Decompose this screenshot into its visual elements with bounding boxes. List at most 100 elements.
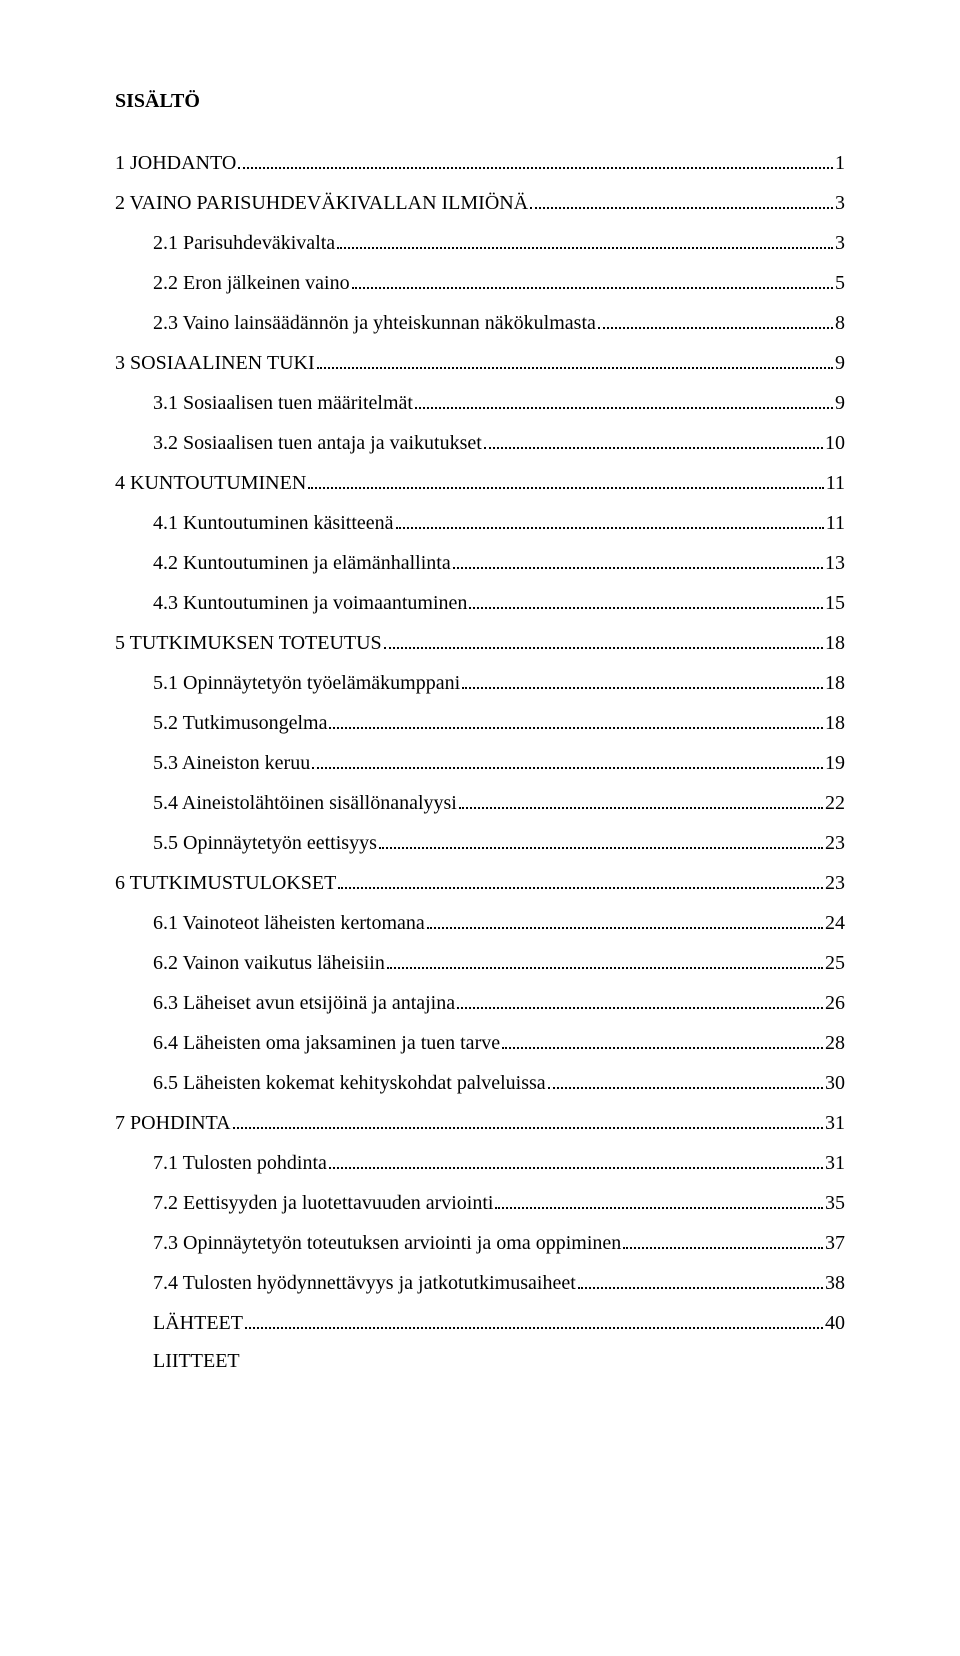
toc-label: LIITTEET [153, 1351, 240, 1371]
toc-page-number: 31 [825, 1113, 845, 1133]
toc-leader [329, 1151, 823, 1169]
toc-entry: 5.2 Tutkimusongelma18 [115, 711, 845, 733]
toc-leader [502, 1031, 823, 1049]
toc-entry: 7.3 Opinnäytetyön toteutuksen arviointi … [115, 1231, 845, 1253]
toc-leader [495, 1191, 823, 1209]
toc-page-number: 5 [835, 273, 845, 293]
toc-entry: 6.1 Vainoteot läheisten kertomana 24 [115, 911, 845, 933]
toc-list: 1 JOHDANTO1 2 VAINO PARISUHDEVÄKIVALLAN I… [115, 151, 845, 1371]
toc-title: SISÄLTÖ [115, 90, 845, 113]
toc-page-number: 40 [825, 1313, 845, 1333]
toc-label: 5.5 Opinnäytetyön eettisyys [153, 833, 377, 853]
toc-label: 5.1 Opinnäytetyön työelämäkumppani [153, 673, 460, 693]
toc-label: 7.4 Tulosten hyödynnettävyys ja jatkotut… [153, 1273, 576, 1293]
toc-page-number: 19 [825, 753, 845, 773]
toc-leader [352, 271, 833, 289]
toc-page-number: 3 [835, 233, 845, 253]
toc-label: 4.2 Kuntoutuminen ja elämänhallinta [153, 553, 451, 573]
toc-label: 2 VAINO PARISUHDEVÄKIVALLAN ILMIÖNÄ [115, 193, 528, 213]
toc-entry: 6.3 Läheiset avun etsijöinä ja antajina 2… [115, 991, 845, 1013]
toc-label: 6 TUTKIMUSTULOKSET [115, 873, 336, 893]
toc-leader [578, 1271, 823, 1289]
toc-leader [427, 911, 823, 929]
toc-label: 1 JOHDANTO [115, 153, 236, 173]
toc-leader [459, 791, 823, 809]
toc-label: 7 POHDINTA [115, 1113, 231, 1133]
toc-leader [338, 871, 823, 889]
toc-leader [238, 151, 833, 169]
toc-entry: 3.2 Sosiaalisen tuen antaja ja vaikutuks… [115, 431, 845, 453]
toc-label: 5 TUTKIMUKSEN TOTEUTUS [115, 633, 382, 653]
toc-entry: 7.2 Eettisyyden ja luotettavuuden arvioi… [115, 1191, 845, 1213]
toc-label: 7.2 Eettisyyden ja luotettavuuden arvioi… [153, 1193, 493, 1213]
toc-entry: 6 TUTKIMUSTULOKSET 23 [115, 871, 845, 893]
toc-leader [308, 471, 823, 489]
toc-leader [462, 671, 823, 689]
toc-page-number: 30 [825, 1073, 845, 1093]
toc-leader [379, 831, 823, 849]
toc-label: 6.1 Vainoteot läheisten kertomana [153, 913, 425, 933]
toc-page-number: 38 [825, 1273, 845, 1293]
toc-leader [453, 551, 823, 569]
toc-label: 6.3 Läheiset avun etsijöinä ja antajina [153, 993, 455, 1013]
toc-entry: 1 JOHDANTO1 [115, 151, 845, 173]
toc-page-number: 11 [826, 473, 845, 493]
toc-page-number: 3 [835, 193, 845, 213]
toc-entry: 4.3 Kuntoutuminen ja voimaantuminen15 [115, 591, 845, 613]
toc-leader [623, 1231, 823, 1249]
toc-label: 3 SOSIAALINEN TUKI [115, 353, 315, 373]
toc-page-number: 10 [825, 433, 845, 453]
toc-label: 5.4 Aineistolähtöinen sisällönanalyysi [153, 793, 457, 813]
toc-page-number: 18 [825, 713, 845, 733]
toc-page-number: 22 [825, 793, 845, 813]
toc-leader [233, 1111, 823, 1129]
toc-page-number: 24 [825, 913, 845, 933]
toc-label: 4.1 Kuntoutuminen käsitteenä [153, 513, 394, 533]
toc-label: 2.3 Vaino lainsäädännön ja yhteiskunnan … [153, 313, 596, 333]
toc-page-number: 18 [825, 673, 845, 693]
toc-entry: 7.4 Tulosten hyödynnettävyys ja jatkotut… [115, 1271, 845, 1293]
toc-leader [457, 991, 823, 1009]
toc-leader [317, 351, 833, 369]
toc-label: 6.2 Vainon vaikutus läheisiin [153, 953, 385, 973]
toc-leader [530, 191, 833, 209]
toc-label: 3.1 Sosiaalisen tuen määritelmät [153, 393, 413, 413]
toc-label: 7.1 Tulosten pohdinta [153, 1153, 327, 1173]
toc-entry: 3.1 Sosiaalisen tuen määritelmät 9 [115, 391, 845, 413]
toc-page-number: 23 [825, 873, 845, 893]
toc-entry: 7 POHDINTA 31 [115, 1111, 845, 1133]
toc-page-number: 13 [825, 553, 845, 573]
toc-entry: 5.4 Aineistolähtöinen sisällönanalyysi 22 [115, 791, 845, 813]
page: SISÄLTÖ 1 JOHDANTO1 2 VAINO PARISUHDEVÄKI… [0, 0, 960, 1449]
toc-entry: LIITTEET [115, 1351, 845, 1371]
toc-entry: 5.3 Aineiston keruu 19 [115, 751, 845, 773]
toc-page-number: 18 [825, 633, 845, 653]
toc-page-number: 26 [825, 993, 845, 1013]
toc-entry: 6.5 Läheisten kokemat kehityskohdat palv… [115, 1071, 845, 1093]
toc-entry: 2.2 Eron jälkeinen vaino5 [115, 271, 845, 293]
toc-label: 6.4 Läheisten oma jaksaminen ja tuen tar… [153, 1033, 500, 1053]
toc-leader [415, 391, 833, 409]
toc-page-number: 35 [825, 1193, 845, 1213]
toc-page-number: 8 [835, 313, 845, 333]
toc-page-number: 31 [825, 1153, 845, 1173]
toc-page-number: 15 [825, 593, 845, 613]
toc-page-number: 25 [825, 953, 845, 973]
toc-entry: 5.1 Opinnäytetyön työelämäkumppani 18 [115, 671, 845, 693]
toc-leader [245, 1311, 823, 1329]
toc-entry: 3 SOSIAALINEN TUKI9 [115, 351, 845, 373]
toc-page-number: 11 [826, 513, 845, 533]
toc-page-number: 9 [835, 393, 845, 413]
toc-label: LÄHTEET [153, 1313, 243, 1333]
toc-leader [384, 631, 823, 649]
toc-page-number: 28 [825, 1033, 845, 1053]
toc-leader [396, 511, 824, 529]
toc-entry: 4 KUNTOUTUMINEN11 [115, 471, 845, 493]
toc-page-number: 37 [825, 1233, 845, 1253]
toc-entry: 2.3 Vaino lainsäädännön ja yhteiskunnan … [115, 311, 845, 333]
toc-entry: 2 VAINO PARISUHDEVÄKIVALLAN ILMIÖNÄ 3 [115, 191, 845, 213]
toc-label: 2.1 Parisuhdeväkivalta [153, 233, 335, 253]
toc-label: 5.3 Aineiston keruu [153, 753, 310, 773]
toc-entry: 5 TUTKIMUKSEN TOTEUTUS 18 [115, 631, 845, 653]
toc-label: 7.3 Opinnäytetyön toteutuksen arviointi … [153, 1233, 621, 1253]
